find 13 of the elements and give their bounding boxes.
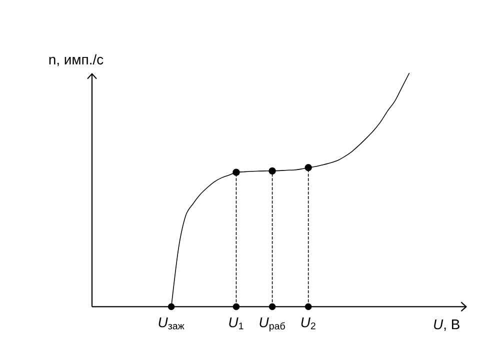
x-tick-label: U$_{2}$ — [301, 318, 316, 330]
x-axis-title: U, В — [434, 320, 460, 331]
point — [232, 168, 240, 176]
point — [268, 167, 276, 175]
point — [304, 164, 312, 172]
point — [168, 303, 175, 310]
x-tick-label: U$_{1}$ — [229, 318, 244, 330]
point — [268, 303, 276, 310]
x-tick-label: U$_{заж}$ — [158, 318, 184, 330]
y-axis-title: n, имп./с — [49, 54, 104, 66]
point — [232, 303, 240, 310]
x-tick-label: U$_{раб}$ — [260, 318, 285, 332]
point — [304, 303, 312, 310]
